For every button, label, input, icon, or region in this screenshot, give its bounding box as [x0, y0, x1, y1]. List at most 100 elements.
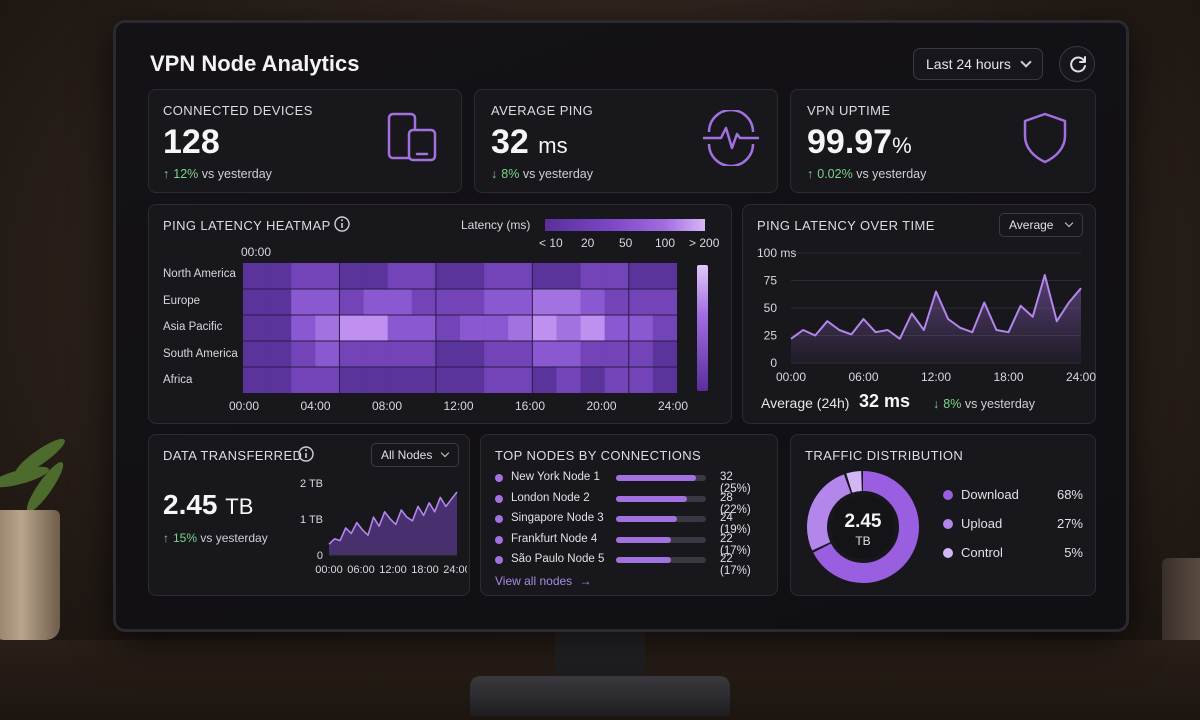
node-row[interactable]: New York Node 1 32 (25%): [495, 470, 765, 495]
heatmap-cell: [315, 263, 340, 290]
ping-series-line: [790, 274, 1082, 340]
node-count: 22 (17%): [720, 553, 751, 577]
nodes-filter-select[interactable]: All Nodes: [371, 443, 459, 467]
node-dot: [495, 556, 503, 564]
heatmap-cell: [532, 263, 557, 290]
heatmap-cell: [508, 263, 533, 290]
heatmap-row-label: Europe: [163, 294, 201, 307]
legend-tick: 100: [655, 236, 676, 250]
refresh-button[interactable]: [1059, 46, 1095, 82]
heatmap-cell: [484, 315, 509, 342]
node-name: São Paulo Node 5: [511, 553, 605, 565]
heatmap-cell: [628, 289, 654, 316]
x-tick-label: 06:00: [848, 370, 878, 384]
heatmap-cell: [652, 315, 677, 342]
plant: [0, 430, 80, 670]
average-ping-card: AVERAGE PING 32 ms ↓ 8% vs yesterday: [474, 89, 778, 193]
heatmap-cell: [508, 289, 533, 316]
heatmap-cell: [315, 367, 340, 393]
ping-average-label: Average (24h): [761, 395, 850, 411]
node-row[interactable]: London Node 2 28 (22%): [495, 491, 765, 516]
node-count: 22 (17%): [720, 532, 751, 557]
legend-tick: < 10: [539, 236, 563, 250]
heatmap-x-tick: 12:00: [443, 399, 474, 413]
node-bar-fill: [616, 516, 678, 522]
monitor: VPN Node Analytics Last 24 hours CONNECT…: [113, 20, 1129, 632]
node-row[interactable]: Singapore Node 3 24 (19%): [495, 511, 765, 536]
heatmap-cell: [580, 367, 605, 393]
donut-center-unit: TB: [855, 534, 871, 548]
heatmap-cell: [628, 367, 654, 393]
node-name: London Node 2: [511, 491, 590, 504]
heatmap-cell: [652, 263, 677, 290]
node-name: Frankfurt Node 4: [511, 532, 598, 545]
heatmap-cell: [267, 263, 292, 290]
heatmap-cell: [604, 263, 630, 290]
heatmap-x-tick: 00:00: [229, 399, 260, 413]
heatmap-cell: [532, 341, 557, 368]
heatmap-cell: [363, 341, 388, 368]
node-row[interactable]: São Paulo Node 5 22 (17%): [495, 552, 765, 577]
info-icon[interactable]: [297, 445, 315, 463]
data-area-chart: 0 1 TB 2 TB 00:00 06:00 12:00 18:00 24:00: [300, 478, 467, 576]
top-nodes-card: TOP NODES BY CONNECTIONS New York Node 1…: [480, 434, 778, 596]
heatmap-cell: [291, 315, 316, 342]
aggregate-select-label: Average: [1009, 218, 1054, 232]
data-series-line: [328, 491, 458, 545]
heatmap-scale-bar: [697, 265, 708, 391]
vpn-uptime-card: VPN UPTIME 99.97% ↑ 0.02% vs yesterday: [790, 89, 1096, 193]
heatmap-x-tick: 08:00: [372, 399, 403, 413]
heatmap-cell: [604, 289, 630, 316]
node-bar-fill: [616, 536, 671, 543]
view-all-nodes-link[interactable]: View all nodes →: [495, 574, 592, 588]
heatmap-cell: [411, 367, 437, 393]
x-tick-label: 18:00: [993, 370, 1023, 384]
aggregate-select[interactable]: Average: [999, 213, 1083, 237]
heatmap-cell: [243, 341, 268, 368]
donut-hole: [831, 495, 895, 559]
time-range-select[interactable]: Last 24 hours: [913, 48, 1043, 80]
y-tick-label: 1 TB: [300, 514, 323, 526]
node-bar-fill: [616, 475, 697, 481]
donut-slice: [807, 471, 919, 583]
x-tick-label: 24:00: [443, 564, 467, 576]
heatmap-cell: [339, 315, 364, 342]
data-area: [329, 492, 457, 555]
heatmap-cell: [315, 341, 340, 368]
heatmap-cell: [484, 367, 509, 393]
heatmap-cell: [484, 289, 509, 316]
top-nodes-title: TOP NODES BY CONNECTIONS: [495, 448, 702, 463]
heatmap-cell: [604, 315, 630, 342]
x-tick-label: 12:00: [379, 564, 407, 576]
data-transferred-title: DATA TRANSFERRED: [163, 448, 303, 463]
heatmap-cell: [508, 341, 533, 368]
latency-legend-title: Latency (ms): [461, 218, 531, 232]
heatmap-cell: [411, 315, 437, 342]
stat-delta: ↑ 0.02% vs yesterday: [807, 167, 927, 181]
heatmap-cell: [267, 289, 292, 316]
heatmap-cell: [339, 289, 364, 316]
heatmap-cell: [243, 289, 268, 316]
heatmap-cell: [652, 289, 677, 316]
heatmap-cell: [339, 341, 364, 368]
stat-value: 128: [163, 123, 220, 161]
heatmap-cell: [580, 289, 605, 316]
data-transferred-value: 2.45 TB: [163, 489, 254, 520]
heatmap-cell: [267, 367, 292, 393]
heatmap-cell: [532, 289, 557, 316]
donut-slice: [807, 471, 919, 583]
heatmap-x-tick: 04:00: [300, 399, 331, 413]
node-bar-fill: [616, 495, 687, 502]
stat-label: AVERAGE PING: [491, 103, 594, 118]
stat-value: 99.97%: [807, 123, 912, 161]
monitor-base: [470, 676, 730, 716]
legend-value: 68%: [1056, 487, 1083, 502]
node-row[interactable]: Frankfurt Node 4 22 (17%): [495, 532, 765, 557]
traffic-distribution-card: TRAFFIC DISTRIBUTION 2.45 TB Download 68%…: [790, 434, 1096, 596]
info-icon[interactable]: [333, 215, 351, 233]
stat-delta: ↓ 8% vs yesterday: [491, 167, 593, 181]
heatmap-cell: [460, 315, 485, 342]
heatmap-cell: [363, 289, 388, 316]
donut-center-value: 2.45: [844, 511, 882, 532]
heatmap-cell: [291, 289, 316, 316]
